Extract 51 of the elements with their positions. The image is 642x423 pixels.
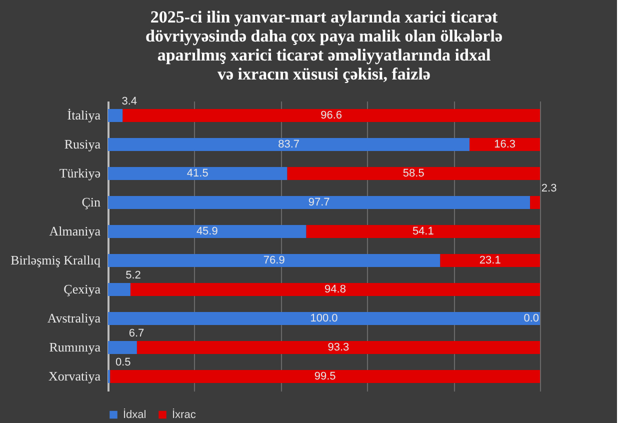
- data-label: 5.2: [126, 270, 141, 282]
- bar: [108, 254, 440, 267]
- bar: [108, 196, 530, 209]
- data-label: 97.7: [308, 196, 330, 208]
- bar: [530, 196, 540, 209]
- data-label: 3.4: [122, 96, 137, 108]
- y-tick-label: Rusiya: [64, 136, 101, 152]
- data-label: 99.5: [314, 370, 336, 382]
- bar: [470, 138, 540, 151]
- data-label: 0.5: [115, 356, 131, 368]
- bar: [122, 109, 540, 122]
- y-tick-label: Çexiya: [64, 282, 101, 296]
- data-label: 41.5: [186, 168, 208, 180]
- data-label: 96.6: [320, 110, 342, 122]
- y-tick-label: Türkiyə: [59, 166, 101, 180]
- data-label: 45.9: [196, 226, 218, 238]
- bar: [108, 167, 288, 180]
- data-label: 93.3: [328, 342, 350, 354]
- legend-label: İxrac: [172, 408, 196, 421]
- y-tick-label: İtaliya: [67, 108, 101, 122]
- data-label: 94.8: [324, 284, 346, 296]
- data-label: 54.1: [412, 226, 434, 238]
- bar: [440, 254, 540, 267]
- bar: [108, 341, 137, 354]
- legend-label: İdxal: [123, 408, 146, 421]
- bar: [130, 283, 540, 296]
- bar: [108, 312, 540, 325]
- bar: [287, 167, 540, 180]
- y-tick-label: Çin: [82, 194, 101, 210]
- bar: [108, 283, 130, 296]
- bar: [136, 341, 540, 354]
- bar: [108, 138, 470, 151]
- bar: [110, 370, 540, 383]
- data-label: 2.3: [541, 182, 557, 194]
- data-label: 16.3: [494, 138, 516, 150]
- data-label: 83.7: [278, 138, 300, 150]
- data-label: 6.7: [128, 328, 144, 340]
- data-label: 100.0: [310, 312, 338, 324]
- data-label: 23.1: [479, 254, 501, 266]
- y-tick-label: Avstraliya: [47, 310, 101, 326]
- y-tick-label: Almaniya: [49, 224, 101, 238]
- data-label: 0.0: [524, 312, 539, 324]
- data-label: 76.9: [263, 254, 285, 266]
- y-tick-label: Xorvatiya: [48, 368, 101, 384]
- bar: [306, 225, 540, 238]
- data-label: 58.5: [402, 168, 424, 180]
- bar: [108, 225, 306, 238]
- bar: [108, 109, 123, 122]
- chart-title: 2025-ci ilin yanvar-mart aylarında xarici ticarət dövriyyəsində daha çox paya malik olan ölkələrlə aparılmış xarici ticarət əməliyyatlarında idxal və ixracın xüsusi çəkisi, faizlə: [145, 8, 503, 84]
- y-tick-label: Rumınıya: [49, 340, 101, 354]
- y-tick-label: Birləşmiş Krallıq: [10, 252, 101, 268]
